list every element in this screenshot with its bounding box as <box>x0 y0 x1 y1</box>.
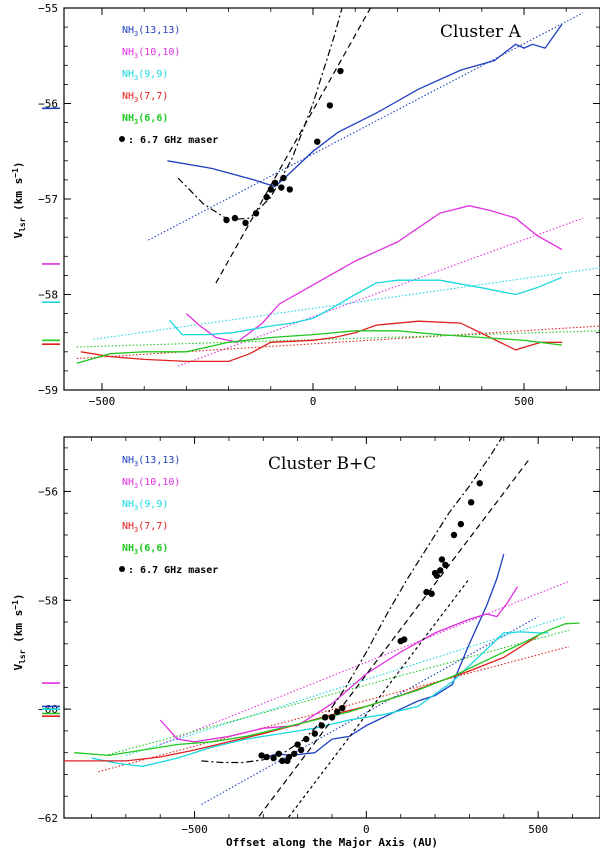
y-axis-label-bc: Vlsr (km s−1) <box>11 593 27 670</box>
legend-entry: NH3(13,13) <box>122 25 180 38</box>
legend-entry: NH3(7,7) <box>122 91 168 104</box>
maser-fit-dashdot <box>201 437 503 764</box>
maser-point <box>271 179 279 186</box>
maser-point <box>278 757 286 765</box>
y-tick-label: −58 <box>38 289 58 302</box>
maser-point <box>423 588 430 596</box>
legend-maser-label: : 6.7 GHz maser <box>128 135 218 146</box>
chart-title-bc: Cluster B+C <box>268 454 376 474</box>
series-nh31313 <box>167 23 563 188</box>
maser-point <box>318 722 325 729</box>
x-tick-label: −500 <box>181 823 208 836</box>
legend-entry: NH3(6,6) <box>122 113 168 126</box>
maser-point <box>280 174 287 182</box>
plot-area <box>64 437 580 818</box>
x-tick-label: 0 <box>310 395 317 408</box>
maser-point <box>337 67 344 75</box>
maser-point <box>328 714 336 721</box>
maser-point <box>321 714 329 721</box>
series-nh399 <box>91 631 549 767</box>
legend-entry: NH3(10,10) <box>122 47 180 60</box>
legend-maser-dot <box>119 566 125 572</box>
x-tick-label: 0 <box>363 823 370 836</box>
maser-point <box>286 186 293 193</box>
x-tick-label: 500 <box>514 395 534 408</box>
maser-point <box>285 753 293 761</box>
legend-a: NH3(13,13) NH3(10,10) NH3(9,9) NH3(7,7) NH3(… <box>119 25 218 146</box>
legend-maser-dot <box>119 136 125 142</box>
maser-point <box>311 730 319 737</box>
y-tick-label: −57 <box>38 193 58 206</box>
maser-point <box>428 590 435 597</box>
maser-point <box>263 193 270 201</box>
chart-title-a: Cluster A <box>440 22 522 42</box>
y-tick-label: −58 <box>38 594 58 607</box>
maser-point <box>223 216 230 224</box>
linear-fit-line <box>93 267 600 340</box>
series-nh399 <box>169 276 563 336</box>
legend-entry: NH3(9,9) <box>122 499 168 512</box>
maser-point <box>314 138 321 145</box>
maser-point <box>450 531 458 539</box>
maser-point <box>270 754 277 762</box>
plot-area <box>76 8 600 367</box>
maser-point <box>433 572 440 579</box>
legend-entry: NH3(7,7) <box>122 521 168 534</box>
linear-fit-line <box>148 12 584 241</box>
x-axis-label: Offset along the Major Axis (AU) <box>226 836 438 849</box>
maser-point <box>333 708 341 716</box>
series-nh366 <box>74 622 580 757</box>
panel-cluster-bc: Cluster B+C Vlsr (km s−1) Offset along t… <box>11 436 600 849</box>
maser-point <box>278 184 285 191</box>
y-tick-label: −56 <box>38 98 58 111</box>
plot-frame-bc <box>63 436 600 819</box>
maser-point <box>267 186 275 193</box>
maser-point <box>476 480 483 487</box>
y-tick-label: −59 <box>38 384 58 397</box>
maser-point <box>339 704 346 712</box>
legend-maser-label: : 6.7 GHz maser <box>128 565 218 576</box>
maser-point <box>457 520 465 528</box>
maser-point <box>438 556 446 563</box>
y-tick-label: −56 <box>38 485 58 498</box>
maser-point <box>326 102 334 109</box>
maser-point <box>231 214 239 222</box>
legend-bc: NH3(13,13) NH3(10,10) NH3(9,9) NH3(7,7) NH3(… <box>119 455 218 576</box>
maser-fit-dash_short <box>287 578 470 818</box>
series-nh31010 <box>159 586 519 743</box>
linear-fit-line <box>98 646 570 773</box>
maser-fit-dash <box>215 8 372 284</box>
maser-point <box>467 499 475 506</box>
y-axis-label-a: Vlsr (km s−1) <box>11 161 27 238</box>
panel-cluster-a: Cluster A Vlsr (km s−1) NH3(13,13) NH3(10… <box>11 2 600 408</box>
maser-point <box>437 567 444 574</box>
linear-fit-line <box>105 629 570 756</box>
maser-fit-dashdot <box>177 8 343 221</box>
maser-point <box>275 750 282 757</box>
legend-entry: NH3(6,6) <box>122 543 168 556</box>
series-nh377 <box>80 320 562 363</box>
maser-fit-dash <box>256 458 531 818</box>
maser-point <box>242 219 249 227</box>
y-tick-label: −55 <box>38 2 58 15</box>
legend-entry: NH3(13,13) <box>122 455 180 468</box>
maser-point <box>263 753 270 761</box>
maser-point <box>297 746 305 754</box>
series-nh31010 <box>185 205 563 344</box>
maser-point <box>291 750 298 757</box>
legend-entry: NH3(10,10) <box>122 477 180 490</box>
maser-point <box>258 752 265 759</box>
plot-frame-a <box>63 7 600 391</box>
x-tick-label: 500 <box>528 823 548 836</box>
maser-point <box>303 735 310 743</box>
maser-point <box>294 741 301 748</box>
y-tick-label: −62 <box>38 812 58 825</box>
maser-point <box>252 210 260 217</box>
x-tick-label: −500 <box>89 395 116 408</box>
maser-point <box>400 636 408 643</box>
legend-entry: NH3(9,9) <box>122 69 168 82</box>
maser-point <box>442 561 449 569</box>
series-nh366 <box>76 330 563 364</box>
